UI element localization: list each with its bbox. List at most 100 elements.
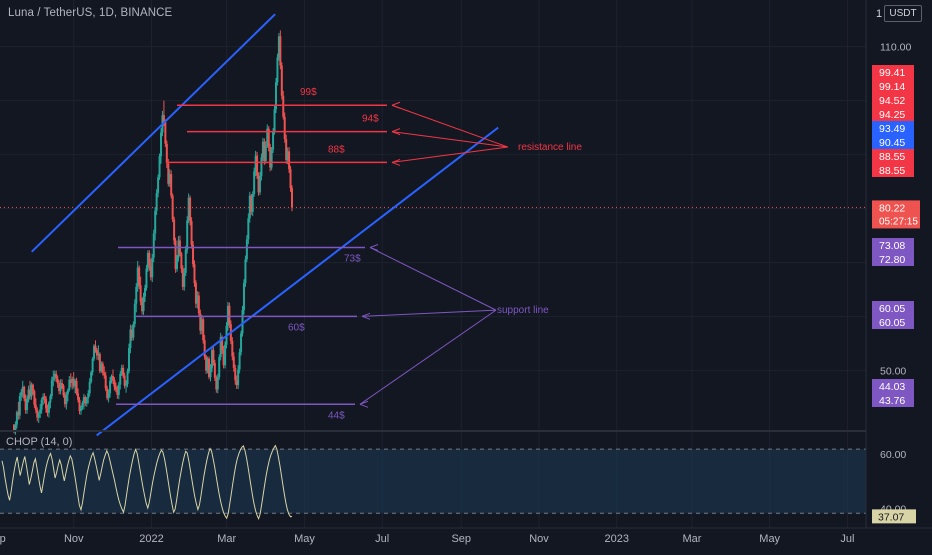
candle-body	[98, 353, 101, 372]
symbol-title: Luna / TetherUS, 1D, BINANCE	[8, 7, 173, 19]
resistance-arrowhead	[391, 101, 401, 109]
resistance-text: resistance line	[518, 142, 582, 153]
chop-band	[0, 449, 866, 514]
candle-body	[168, 174, 171, 184]
candle-body	[232, 356, 235, 368]
candle-body	[42, 396, 45, 400]
candle-body	[113, 379, 116, 387]
price-tag-text: 94.25	[879, 109, 905, 121]
candle-body	[160, 132, 163, 157]
candle-body	[152, 233, 155, 258]
chop-value-text: 37.07	[878, 511, 904, 523]
candle-body	[62, 385, 65, 396]
price-tag-text: 94.52	[879, 95, 905, 107]
candle-body	[133, 303, 136, 325]
chop-title: CHOP (14, 0)	[6, 436, 73, 448]
candle-body	[114, 386, 117, 390]
candle-body	[270, 149, 273, 168]
candle-body	[291, 188, 293, 208]
chop-tick: 60.00	[880, 449, 906, 461]
candle-body	[17, 412, 20, 416]
candle-body	[258, 176, 261, 193]
candle-body	[257, 175, 260, 193]
candle-body	[77, 393, 80, 400]
candle-body	[213, 363, 216, 378]
candle-body	[71, 378, 74, 384]
candle-body	[117, 384, 120, 395]
price-tag-text: 44.03	[879, 381, 905, 393]
time-tick: Jul	[375, 533, 389, 545]
candle-body	[186, 220, 189, 250]
price-tag-text: 88.55	[879, 165, 905, 177]
currency-button[interactable]: USDT	[884, 5, 922, 22]
candle-body	[68, 379, 71, 391]
candle-body	[34, 404, 37, 411]
candle-body	[135, 286, 138, 304]
candle-body	[14, 424, 17, 433]
price-tag-text: 73.08	[879, 240, 905, 252]
candle-body	[43, 396, 46, 399]
candle-body	[122, 367, 125, 376]
trendline-lower	[96, 126, 499, 437]
candle-body	[61, 383, 64, 386]
price-tag	[872, 393, 914, 407]
price-tag	[872, 238, 914, 252]
candle-body	[228, 305, 231, 325]
candle-body	[101, 363, 104, 373]
candle-body	[274, 82, 277, 110]
candle-body	[104, 375, 107, 389]
candle-body	[254, 155, 257, 172]
candle-body	[205, 356, 208, 371]
resistance-arrow	[391, 131, 509, 148]
candle-body	[39, 409, 42, 414]
candle-body	[58, 383, 61, 392]
support-arrow	[369, 247, 497, 311]
candle-body	[100, 363, 103, 372]
candle-body	[170, 174, 173, 196]
candle-body	[27, 389, 30, 400]
candle-body	[93, 345, 96, 359]
candle-body	[174, 240, 177, 270]
candle-body	[69, 379, 72, 384]
candle-body	[65, 394, 68, 405]
chart-drawings: 99$ 94$ 88$ resistance line 73$ 60$ 44$ support…	[0, 13, 866, 437]
candle-body	[151, 257, 154, 278]
candle-body	[146, 252, 149, 269]
candle-body	[264, 145, 267, 162]
price-scale-one: 1	[876, 8, 883, 20]
candle-body	[155, 192, 158, 211]
price-tag	[872, 252, 914, 266]
candle-body	[107, 393, 110, 399]
candle-body	[286, 151, 289, 160]
candle-body	[130, 329, 133, 338]
candle-body	[234, 367, 237, 381]
time-tick: Mar	[217, 533, 236, 545]
candle-body	[81, 403, 84, 408]
time-tick: May	[294, 533, 315, 545]
candle-body	[29, 389, 32, 397]
candle-body	[84, 397, 87, 404]
candle-body	[132, 324, 135, 338]
price-tag-text: 93.49	[879, 123, 905, 135]
candle-body	[197, 295, 200, 314]
time-tick: Sep	[451, 533, 471, 545]
candle-body	[21, 386, 24, 392]
candle-body	[209, 368, 212, 378]
candle-body	[237, 369, 240, 386]
candle-body	[280, 65, 283, 96]
price-tick: 110.00	[880, 42, 911, 54]
candle-body	[212, 350, 215, 364]
candle-body	[66, 390, 69, 395]
candle-body	[187, 197, 190, 221]
candle-body	[165, 143, 168, 164]
time-tick: Nov	[64, 533, 84, 545]
candle-body	[202, 319, 205, 341]
candle-body	[231, 340, 234, 357]
candle-body	[13, 424, 15, 433]
candle-body	[40, 399, 43, 410]
chop-value-tag	[872, 509, 916, 524]
candle-body	[59, 383, 62, 392]
